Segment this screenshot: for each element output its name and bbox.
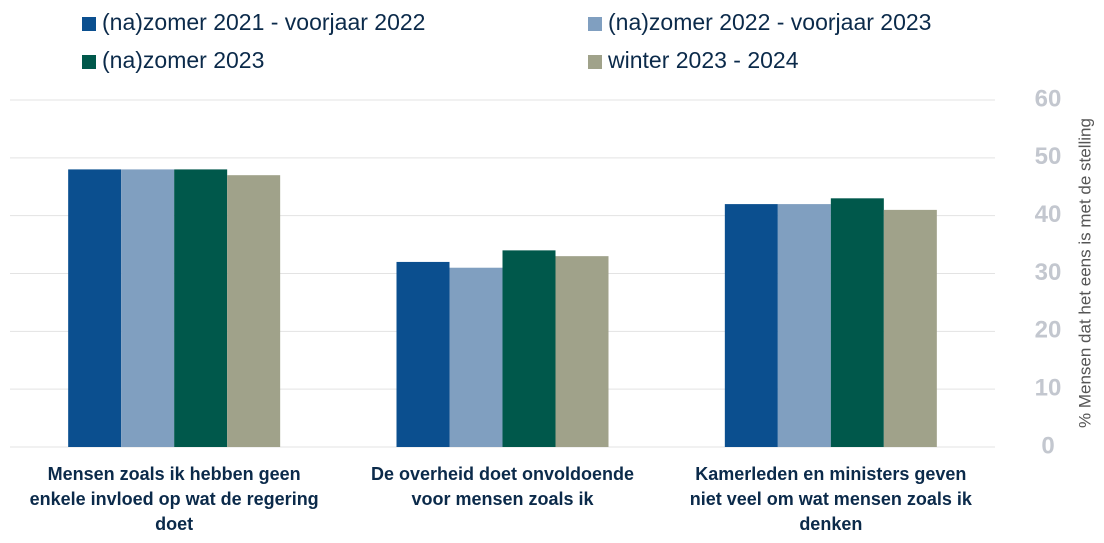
- y-tick-label: 40: [1035, 201, 1062, 228]
- legend-swatch: [588, 55, 602, 69]
- y-tick-label: 20: [1035, 317, 1062, 344]
- legend-label: winter 2023 - 2024: [607, 47, 799, 73]
- bar: [777, 204, 831, 447]
- bar: [555, 256, 609, 447]
- legend-swatch: [82, 17, 96, 31]
- y-axis-label: % Mensen dat het eens is met de stelling: [1075, 118, 1094, 428]
- bar: [174, 169, 228, 447]
- legend-swatch: [82, 55, 96, 69]
- y-tick-label: 10: [1035, 375, 1062, 402]
- x-tick-label: De overheid doet onvoldoende voor mensen…: [370, 464, 635, 509]
- y-tick-label: 60: [1035, 85, 1062, 112]
- y-tick-label: 30: [1035, 259, 1062, 286]
- x-tick-label: Kamerleden en ministers geven niet veel …: [689, 464, 972, 534]
- bar: [68, 169, 122, 447]
- y-tick-label: 0: [1041, 432, 1054, 459]
- bar: [121, 169, 175, 447]
- legend-label: (na)zomer 2021 - voorjaar 2022: [102, 9, 425, 35]
- bar: [502, 250, 556, 447]
- legend-label: (na)zomer 2023: [102, 47, 264, 73]
- y-tick-label: 50: [1035, 143, 1062, 170]
- legend-swatch: [588, 17, 602, 31]
- bar: [883, 209, 937, 447]
- bar: [830, 198, 884, 447]
- bar: [724, 204, 778, 447]
- bar: [227, 175, 281, 447]
- bar: [396, 261, 450, 447]
- bar: [449, 267, 503, 447]
- legend-label: (na)zomer 2022 - voorjaar 2023: [608, 9, 931, 35]
- x-tick-label: Mensen zoals ik hebben geen enkele invlo…: [29, 464, 319, 534]
